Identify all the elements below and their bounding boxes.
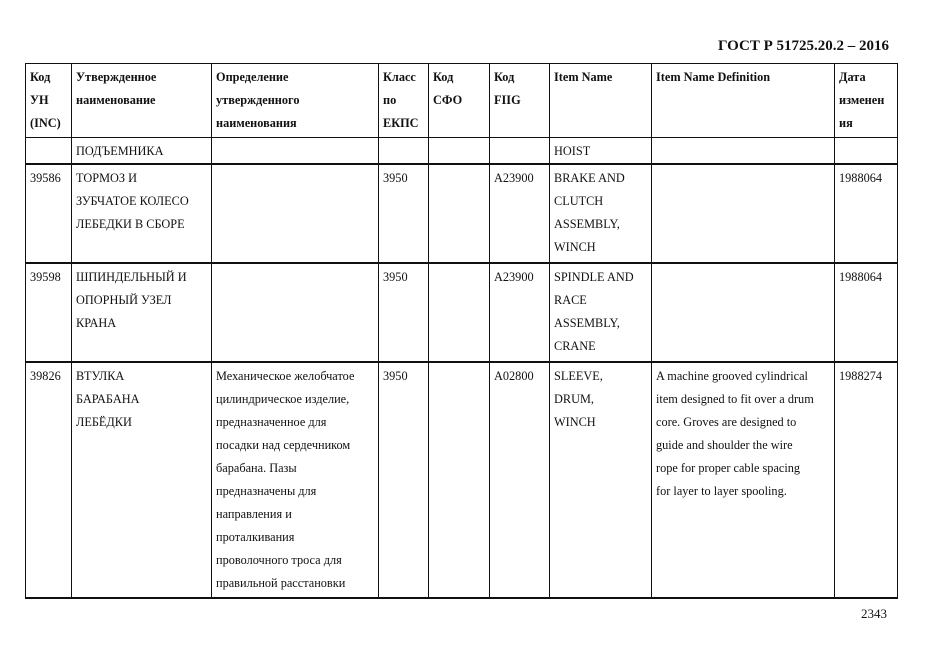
column-header: Дата изменен ия xyxy=(834,63,898,138)
table-cell xyxy=(651,262,835,363)
column-header: Item Name Definition xyxy=(651,63,835,138)
table-cell: BRAKE AND CLUTCH ASSEMBLY, WINCH xyxy=(549,163,652,264)
table-row: ПОДЪЕМНИКА HOIST xyxy=(25,137,898,165)
table-cell: 39826 xyxy=(25,361,72,599)
table-cell: 39598 xyxy=(25,262,72,363)
standard-header: ГОСТ Р 51725.20.2 – 2016 xyxy=(717,38,889,54)
table-cell xyxy=(211,137,379,165)
page-number: 2343 xyxy=(861,606,887,621)
column-header: Код FIIG xyxy=(489,63,550,138)
table-cell: HOIST xyxy=(549,137,652,165)
table-cell: 3950 xyxy=(378,361,429,599)
table-cell: 1988064 xyxy=(834,262,898,363)
column-header: Код СФО xyxy=(428,63,490,138)
table-cell xyxy=(428,163,490,264)
table-cell xyxy=(489,137,550,165)
table-cell xyxy=(25,137,72,165)
table-cell xyxy=(428,262,490,363)
table-cell: ТОРМОЗ И ЗУБЧАТОЕ КОЛЕСО ЛЕБЕДКИ В СБОРЕ xyxy=(71,163,212,264)
column-header: Код УН (INC) xyxy=(25,63,72,138)
table-cell xyxy=(834,137,898,165)
table-cell: SPINDLE AND RACE ASSEMBLY, CRANE xyxy=(549,262,652,363)
table-cell: ШПИНДЕЛЬНЫЙ И ОПОРНЫЙ УЗЕЛ КРАНА xyxy=(71,262,212,363)
table-row: 39826 ВТУЛКА БАРАБАНА ЛЕБЁДКИ Механическое… xyxy=(25,361,898,599)
table-cell: Механическое желобчатое цилиндрическое и… xyxy=(211,361,379,599)
table-cell xyxy=(651,137,835,165)
table-cell xyxy=(378,137,429,165)
table-cell: 3950 xyxy=(378,262,429,363)
table-cell: A23900 xyxy=(489,262,550,363)
table-cell: SLEEVE, DRUM, WINCH xyxy=(549,361,652,599)
column-header: Определение утвержденного наименования xyxy=(211,63,379,138)
table-row: 39598 ШПИНДЕЛЬНЫЙ И ОПОРНЫЙ УЗЕЛ КРАНА 395… xyxy=(25,262,898,363)
column-header: Item Name xyxy=(549,63,652,138)
table-cell: 39586 xyxy=(25,163,72,264)
table-cell: ВТУЛКА БАРАБАНА ЛЕБЁДКИ xyxy=(71,361,212,599)
table-cell: 1988274 xyxy=(834,361,898,599)
table-cell xyxy=(211,163,379,264)
table-cell: A23900 xyxy=(489,163,550,264)
table-row: 39586 ТОРМОЗ И ЗУБЧАТОЕ КОЛЕСО ЛЕБЕДКИ В … xyxy=(25,163,898,264)
column-header: Класс по ЕКПС xyxy=(378,63,429,138)
table-cell: 3950 xyxy=(378,163,429,264)
column-header: Утвержденное наименование xyxy=(71,63,212,138)
table-cell: A machine grooved cylindrical item desig… xyxy=(651,361,835,599)
table-cell xyxy=(651,163,835,264)
catalog-table: Код УН (INC) Утвержденное наименование Опр… xyxy=(25,63,898,599)
table-cell xyxy=(428,137,490,165)
table-cell: 1988064 xyxy=(834,163,898,264)
table-cell xyxy=(211,262,379,363)
table-cell xyxy=(428,361,490,599)
table-cell: ПОДЪЕМНИКА xyxy=(71,137,212,165)
table-cell: A02800 xyxy=(489,361,550,599)
table-header-row: Код УН (INC) Утвержденное наименование Опр… xyxy=(25,63,898,138)
